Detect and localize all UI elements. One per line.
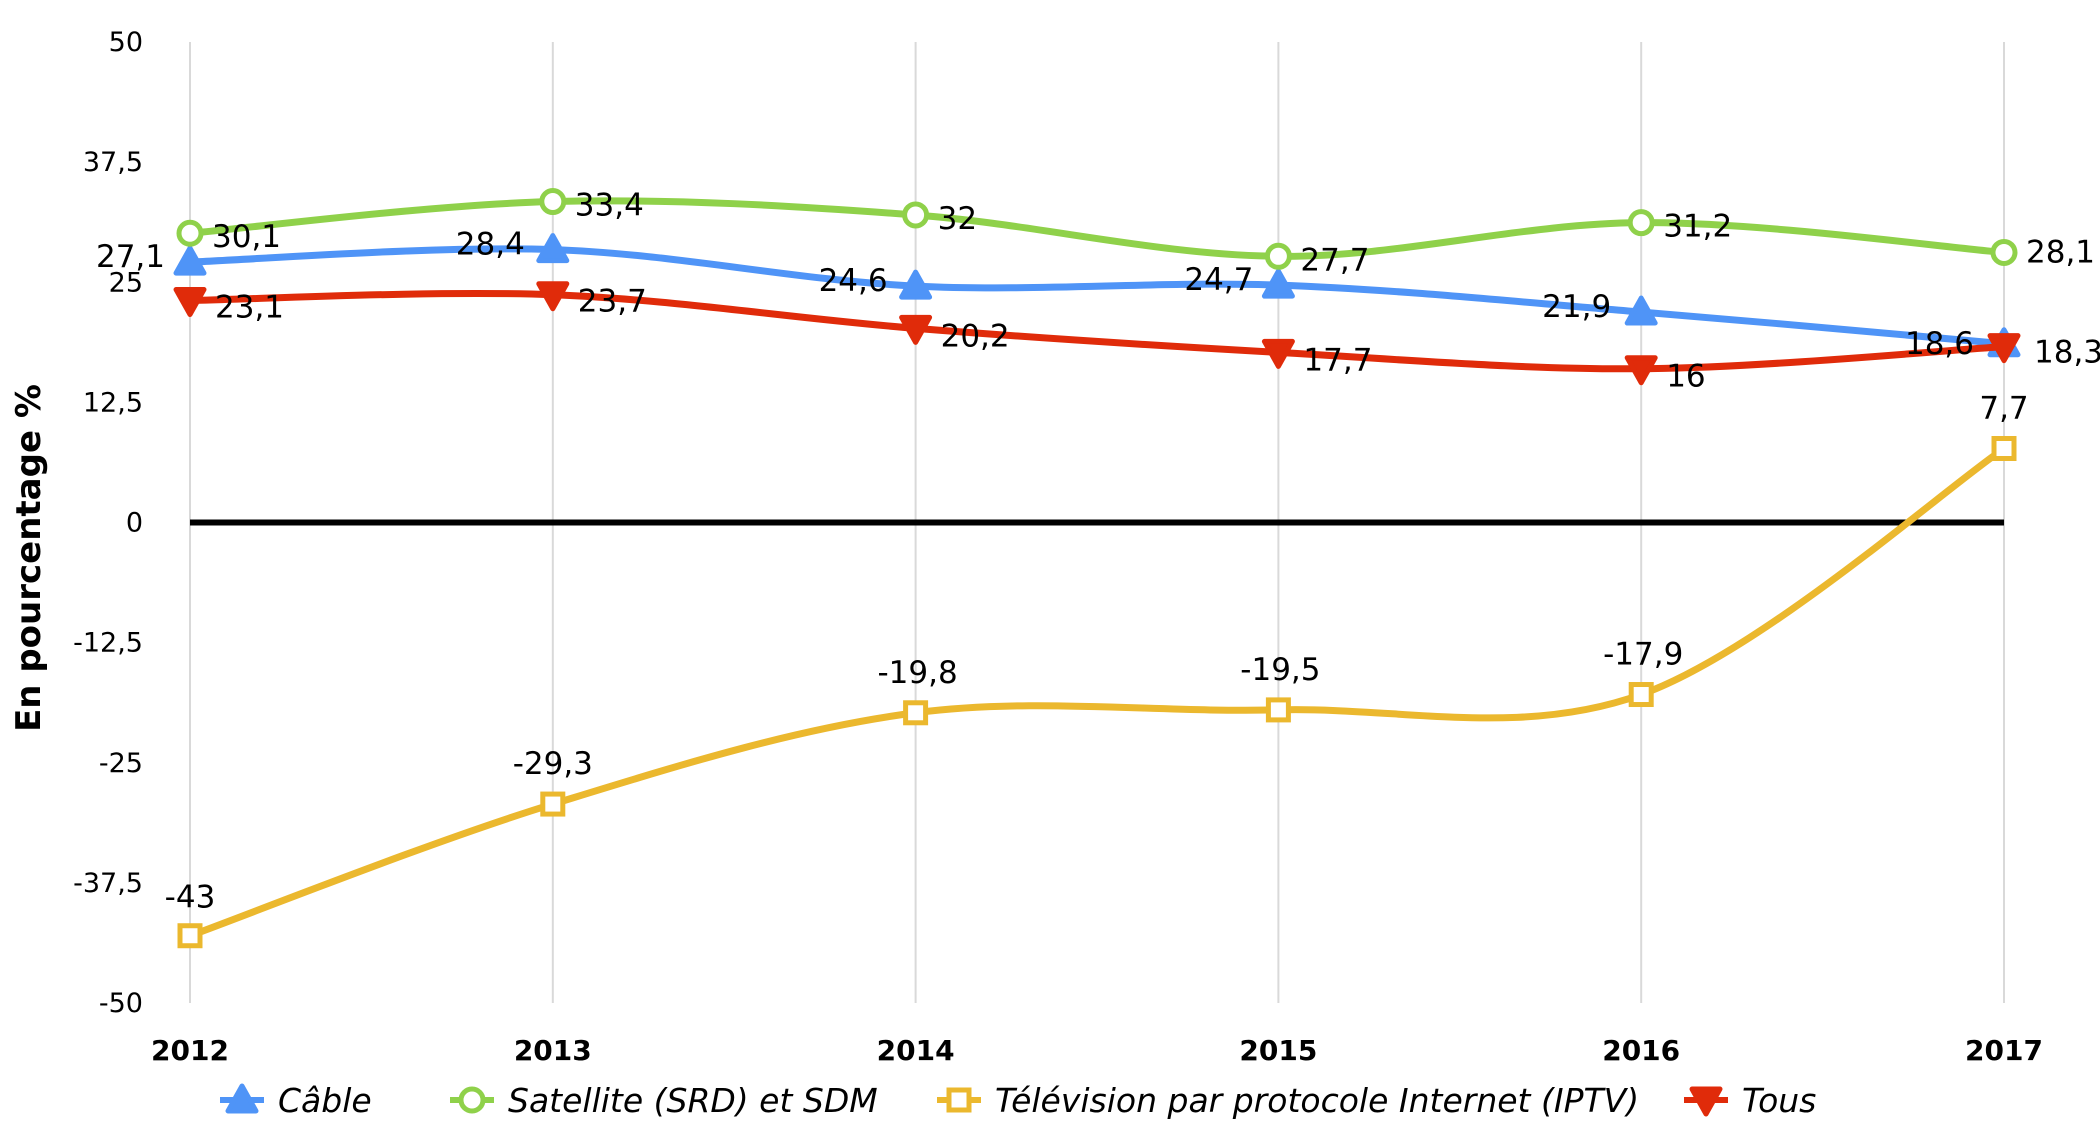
y-axis-ticks: 50 37,5 25 12,5 0 -12,5 -25 -37,5 -50 [73, 27, 143, 1019]
data-label: 28,4 [456, 227, 525, 263]
series-line [186, 445, 2008, 940]
data-point-triangle-up [1624, 295, 1658, 326]
series-television-par-protocole-internet-iptv [177, 436, 2017, 949]
data-label: 20,2 [941, 318, 1010, 354]
legend-marker-square [946, 1087, 972, 1113]
data-point-circle [902, 201, 930, 229]
data-point-triangle-down [536, 281, 570, 312]
data-point-triangle-up [899, 269, 933, 300]
data-label: 23,1 [215, 290, 284, 326]
data-label: -19,8 [877, 655, 957, 691]
series-satellite-srd-et-sdm [176, 188, 2018, 270]
y-tick-label: 37,5 [83, 147, 143, 178]
legend-item-cable: Câble [220, 1081, 372, 1120]
data-point-square [1265, 697, 1291, 723]
x-axis-ticks: 2012 2013 2014 2015 2016 2017 [151, 1034, 2043, 1067]
series-group [173, 188, 2021, 949]
data-label: 24,7 [1184, 262, 1253, 298]
data-point-circle [1264, 242, 1292, 270]
legend-label: Satellite (SRD) et SDM [508, 1081, 878, 1120]
x-tick-label: 2016 [1602, 1034, 1680, 1067]
legend-item-television-par-protocole-internet-iptv: Télévision par protocole Internet (IPTV) [937, 1081, 1639, 1120]
legend: Câble Satellite (SRD) et SDM Télévision pa… [220, 1081, 1816, 1120]
data-point-circle [1627, 209, 1655, 237]
data-label: -43 [165, 880, 216, 916]
data-point-triangle-down [899, 314, 933, 345]
series-line [186, 197, 2008, 260]
legend-item-satellite-srd-et-sdm: Satellite (SRD) et SDM [450, 1081, 878, 1120]
y-tick-label: -25 [99, 748, 143, 779]
data-label: 18,6 [1905, 326, 1974, 362]
x-tick-label: 2017 [1965, 1034, 2043, 1067]
data-point-triangle-up [536, 233, 570, 264]
x-tick-label: 2012 [151, 1034, 229, 1067]
data-label: 24,6 [819, 263, 888, 299]
series-line [186, 289, 2008, 373]
data-point-triangle-down [1987, 333, 2021, 364]
y-tick-label: -37,5 [73, 868, 143, 899]
x-tick-label: 2013 [514, 1034, 592, 1067]
data-label: 18,3 [2034, 335, 2100, 371]
data-label: 30,1 [212, 219, 281, 255]
data-label: 27,7 [1300, 242, 1369, 278]
series-tous [173, 281, 2021, 386]
legend-label: Télévision par protocole Internet (IPTV) [995, 1081, 1639, 1120]
data-label: 17,7 [1303, 342, 1372, 378]
series-line [186, 245, 2008, 348]
x-tick-label: 2014 [877, 1034, 955, 1067]
data-point-triangle-up [173, 245, 207, 276]
legend-marker-circle [458, 1086, 486, 1114]
data-point-square [177, 923, 203, 949]
data-point-triangle-down [1261, 338, 1295, 369]
data-label: 21,9 [1542, 289, 1611, 325]
data-label: 33,4 [575, 188, 644, 224]
y-tick-label: -12,5 [73, 628, 143, 659]
y-tick-label: 12,5 [83, 387, 143, 418]
data-label: 16 [1666, 359, 1705, 395]
data-point-square [1628, 682, 1654, 708]
data-point-triangle-down [1624, 355, 1658, 386]
data-point-square [903, 700, 929, 726]
legend-marker-triangle-down [1689, 1086, 1723, 1117]
y-tick-label: 0 [126, 508, 143, 539]
data-label: 31,2 [1663, 209, 1732, 245]
y-tick-label: -50 [99, 988, 143, 1019]
legend-label: Câble [278, 1081, 372, 1120]
data-label: 23,7 [578, 284, 647, 320]
data-point-circle [1990, 238, 2018, 266]
legend-label: Tous [1742, 1081, 1816, 1120]
y-axis-label: En pourcentage % [9, 384, 49, 732]
data-label: 32 [938, 201, 977, 237]
data-label: -29,3 [513, 746, 593, 782]
data-point-square [540, 791, 566, 817]
legend-item-tous: Tous [1684, 1081, 1816, 1120]
data-point-square [1991, 436, 2017, 462]
data-point-triangle-up [1261, 268, 1295, 299]
y-tick-label: 25 [109, 267, 143, 298]
data-label: 28,1 [2026, 234, 2095, 270]
data-point-triangle-down [173, 287, 207, 318]
data-label: 27,1 [96, 239, 165, 275]
legend-marker-triangle-up [225, 1083, 259, 1114]
x-tick-label: 2015 [1239, 1034, 1317, 1067]
data-label: -17,9 [1603, 637, 1683, 673]
data-labels: -43 -29,3 -19,8 -19,5 -17,9 7,7 27,1 28,4 24,6 24… [96, 188, 2100, 916]
data-point-circle [539, 188, 567, 216]
data-label: 7,7 [1979, 391, 2028, 427]
data-label: -19,5 [1240, 652, 1320, 688]
data-point-circle [176, 219, 204, 247]
y-tick-label: 50 [109, 27, 143, 58]
